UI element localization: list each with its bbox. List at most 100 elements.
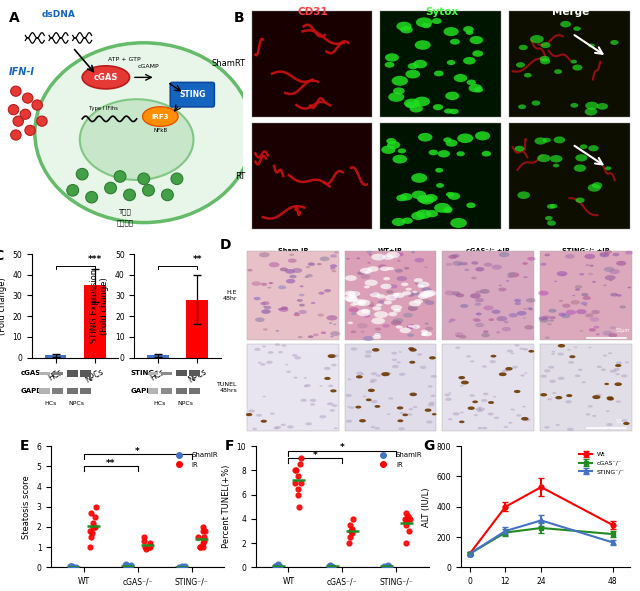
- FancyBboxPatch shape: [189, 371, 200, 376]
- Circle shape: [415, 258, 424, 262]
- Circle shape: [540, 375, 547, 378]
- Circle shape: [297, 299, 303, 302]
- Circle shape: [412, 190, 426, 199]
- Text: *: *: [539, 519, 543, 528]
- Circle shape: [524, 276, 527, 278]
- Circle shape: [543, 138, 551, 142]
- Point: [65, 561, 76, 571]
- Circle shape: [573, 346, 577, 348]
- Circle shape: [278, 308, 282, 310]
- Circle shape: [460, 304, 468, 308]
- Circle shape: [610, 369, 617, 373]
- Circle shape: [449, 109, 459, 114]
- Circle shape: [392, 155, 407, 164]
- FancyBboxPatch shape: [442, 251, 534, 340]
- Circle shape: [545, 254, 550, 256]
- Point: [84, 527, 95, 536]
- Circle shape: [506, 367, 513, 371]
- Point: [139, 532, 149, 542]
- Circle shape: [286, 279, 295, 284]
- Circle shape: [346, 297, 358, 303]
- Text: Type I IFIhs: Type I IFIhs: [90, 106, 118, 111]
- FancyBboxPatch shape: [39, 388, 50, 394]
- Point: [199, 532, 209, 542]
- Bar: [45, 355, 67, 358]
- Circle shape: [509, 272, 520, 277]
- Circle shape: [395, 252, 404, 256]
- Circle shape: [433, 104, 443, 111]
- Circle shape: [552, 392, 556, 394]
- Circle shape: [397, 260, 401, 262]
- Circle shape: [432, 413, 436, 415]
- Circle shape: [397, 276, 407, 281]
- Circle shape: [482, 365, 487, 368]
- Circle shape: [434, 203, 451, 213]
- Circle shape: [416, 17, 433, 27]
- Text: C: C: [0, 249, 3, 263]
- Circle shape: [285, 269, 295, 274]
- Circle shape: [255, 317, 265, 322]
- Circle shape: [567, 428, 574, 431]
- Point: [140, 543, 150, 552]
- Circle shape: [465, 269, 469, 271]
- FancyBboxPatch shape: [247, 251, 339, 340]
- Circle shape: [349, 291, 358, 295]
- Circle shape: [492, 310, 500, 314]
- Circle shape: [596, 394, 602, 397]
- Y-axis label: STING Expression
(Fold change): STING Expression (Fold change): [90, 269, 109, 343]
- Circle shape: [565, 400, 572, 404]
- Circle shape: [450, 218, 467, 228]
- Point: [180, 561, 191, 571]
- Circle shape: [584, 254, 595, 259]
- Circle shape: [350, 303, 356, 306]
- Circle shape: [310, 399, 316, 402]
- Circle shape: [476, 408, 481, 411]
- Bar: [186, 300, 208, 358]
- Circle shape: [530, 35, 544, 43]
- Circle shape: [516, 62, 525, 67]
- FancyBboxPatch shape: [345, 343, 436, 431]
- Circle shape: [86, 191, 97, 203]
- Circle shape: [114, 171, 126, 182]
- Circle shape: [298, 310, 307, 314]
- Circle shape: [616, 400, 621, 403]
- Circle shape: [497, 316, 508, 322]
- Circle shape: [334, 427, 338, 429]
- Point: [384, 563, 394, 572]
- Circle shape: [548, 366, 554, 369]
- FancyBboxPatch shape: [509, 11, 630, 116]
- Circle shape: [481, 333, 490, 337]
- Circle shape: [588, 273, 593, 275]
- Circle shape: [363, 336, 374, 341]
- Circle shape: [413, 60, 427, 69]
- Circle shape: [517, 191, 530, 199]
- Circle shape: [570, 60, 577, 64]
- Text: D: D: [220, 238, 231, 252]
- Circle shape: [545, 336, 550, 339]
- Circle shape: [353, 299, 366, 306]
- Circle shape: [580, 302, 588, 305]
- Circle shape: [596, 103, 608, 110]
- Circle shape: [292, 268, 302, 273]
- Circle shape: [349, 407, 355, 409]
- Text: IFN-I: IFN-I: [9, 67, 35, 77]
- Circle shape: [431, 375, 437, 378]
- Circle shape: [591, 310, 600, 314]
- Circle shape: [262, 345, 266, 348]
- Point: [198, 543, 208, 552]
- Circle shape: [445, 92, 460, 100]
- Circle shape: [586, 264, 589, 266]
- Circle shape: [448, 321, 452, 323]
- Circle shape: [359, 419, 366, 423]
- Point: [294, 502, 304, 512]
- Circle shape: [470, 361, 475, 362]
- Circle shape: [519, 348, 524, 350]
- Circle shape: [492, 265, 502, 269]
- Circle shape: [356, 258, 360, 259]
- Point: [324, 561, 335, 571]
- Circle shape: [319, 385, 323, 387]
- Circle shape: [385, 372, 391, 375]
- Circle shape: [572, 295, 575, 296]
- Circle shape: [417, 353, 422, 356]
- FancyBboxPatch shape: [67, 388, 78, 394]
